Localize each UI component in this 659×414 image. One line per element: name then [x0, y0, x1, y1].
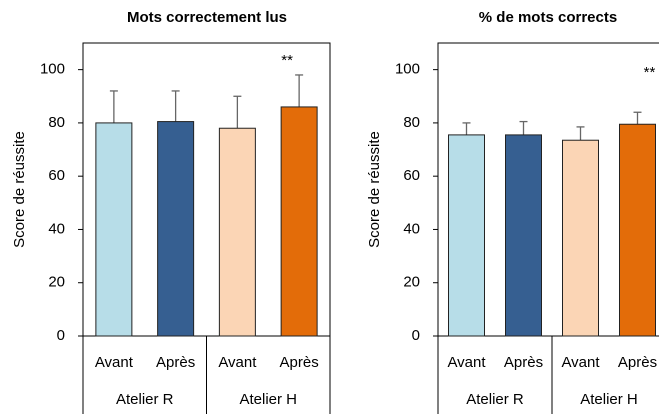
group-label: Atelier R: [116, 391, 174, 408]
group-label: Atelier H: [580, 391, 638, 408]
bar: [280, 106, 318, 337]
bar: [448, 134, 485, 337]
bar: [95, 122, 133, 337]
annotation: **: [281, 52, 293, 69]
y-tick-label: 0: [412, 327, 420, 344]
x-tick-label: Après: [504, 354, 543, 371]
y-tick-label: 40: [403, 220, 420, 237]
group-label: Atelier R: [466, 391, 524, 408]
bar: [619, 123, 656, 337]
x-tick-label: Avant: [218, 354, 257, 371]
y-tick-label: 40: [48, 220, 65, 237]
y-axis-label: Score de réussite: [366, 131, 383, 248]
x-tick-label: Avant: [95, 354, 134, 371]
y-tick-label: 60: [403, 167, 420, 184]
y-tick-label: 20: [48, 274, 65, 291]
y-axis-label: Score de réussite: [11, 131, 28, 248]
bar: [157, 121, 195, 337]
bar: [218, 127, 256, 337]
annotation: **: [644, 64, 656, 81]
y-tick-label: 100: [40, 61, 65, 78]
bar: [562, 139, 599, 337]
chart-title: % de mots corrects: [479, 9, 617, 26]
y-tick-label: 80: [403, 114, 420, 131]
y-tick-label: 0: [57, 327, 65, 344]
y-tick-label: 80: [48, 114, 65, 131]
x-tick-label: Après: [280, 354, 319, 371]
chart-title: Mots correctement lus: [127, 9, 287, 26]
bar: [505, 134, 542, 337]
x-tick-label: Avant: [561, 354, 600, 371]
x-tick-label: Avant: [447, 354, 486, 371]
y-tick-label: 60: [48, 167, 65, 184]
x-tick-label: Après: [156, 354, 195, 371]
y-tick-label: 20: [403, 274, 420, 291]
group-label: Atelier H: [239, 391, 297, 408]
x-tick-label: Après: [618, 354, 657, 371]
y-tick-label: 100: [395, 61, 420, 78]
